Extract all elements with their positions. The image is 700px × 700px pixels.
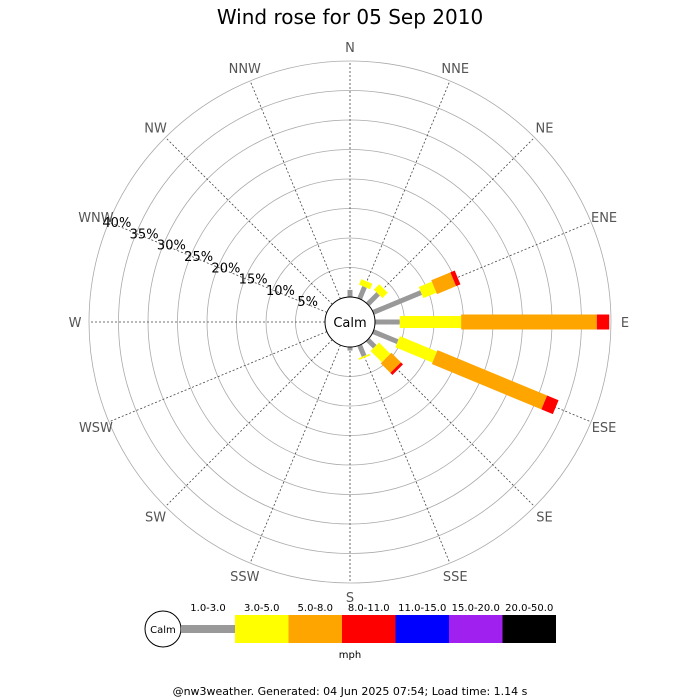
legend-label: 15.0-20.0 <box>452 603 500 614</box>
bar-ene-3.0-5.0 <box>418 281 437 299</box>
bar-ene-1.0-3.0 <box>372 290 423 315</box>
legend-swatch <box>181 625 235 633</box>
direction-label-n: N <box>345 41 355 56</box>
legend-label: 20.0-50.0 <box>505 603 553 614</box>
speed-legend: Calm 1.0-3.0 3.0-5.0 5.0-8.0 8.0-11.0 11.0-1… <box>144 603 556 661</box>
ring-label-25: 25% <box>184 250 213 265</box>
spoke-nw <box>165 137 333 305</box>
bar-ne-1.0-3.0 <box>365 292 380 307</box>
bar-ene-8.0-11.0 <box>450 270 461 287</box>
legend-label: 11.0-15.0 <box>398 603 446 614</box>
spoke-sw <box>165 339 333 507</box>
bar-sse-1.0-3.0 <box>357 344 367 357</box>
calm-circle <box>324 296 376 348</box>
spoke-se <box>367 339 535 507</box>
spoke-ssw <box>249 344 341 564</box>
footer-text: @nw3weather. Generated: 04 Jun 2025 07:5… <box>173 685 528 698</box>
ring-label-35: 35% <box>130 227 159 242</box>
direction-label-se: SE <box>536 510 552 525</box>
direction-label-wsw: WSW <box>79 421 113 436</box>
ring-label-10: 10% <box>266 284 295 299</box>
bar-ese-1.0-3.0 <box>372 329 399 345</box>
legend-swatch <box>449 615 503 643</box>
spoke-ene <box>372 221 592 313</box>
bar-ese-3.0-5.0 <box>395 336 437 363</box>
legend-label: 8.0-11.0 <box>348 603 390 614</box>
spoke-nnw <box>249 80 341 300</box>
bar-se-8.0-11.0 <box>390 362 404 376</box>
spoke-wnw <box>108 221 328 313</box>
direction-label-nnw: NNW <box>229 62 261 77</box>
ring-label-40: 40% <box>102 216 131 231</box>
ring-label-15: 15% <box>239 273 268 288</box>
legend-swatch <box>288 615 342 643</box>
chart-title: Wind rose for 05 Sep 2010 <box>217 5 483 29</box>
legend-unit: mph <box>339 650 361 661</box>
legend-swatch <box>342 615 396 643</box>
bar-nne-1.0-3.0 <box>357 285 367 300</box>
bar-ne-3.0-5.0 <box>373 284 388 299</box>
legend-label: 5.0-8.0 <box>298 603 333 614</box>
calm-label: Calm <box>333 316 366 331</box>
bar-ese-5.0-8.0 <box>431 350 548 410</box>
spoke-ne <box>367 137 535 305</box>
bar-ese-8.0-11.0 <box>541 395 559 415</box>
legend-swatch <box>395 615 449 643</box>
wind-bars <box>347 270 610 415</box>
spoke-nne <box>359 80 451 300</box>
calm-center: Calm <box>324 296 376 348</box>
ring-label-30: 30% <box>157 239 186 254</box>
ring-labels: 5%10%15%20%25%30%35%40% <box>102 216 318 310</box>
legend-calm-label: Calm <box>150 625 176 636</box>
bar-se-1.0-3.0 <box>365 337 377 349</box>
ring-label-5: 5% <box>297 295 318 310</box>
direction-label-nne: NNE <box>441 62 469 77</box>
bar-nne-3.0-5.0 <box>358 279 373 290</box>
direction-label-nw: NW <box>144 122 167 137</box>
bar-sse-3.0-5.0 <box>358 353 371 360</box>
legend-label: 1.0-3.0 <box>190 603 225 614</box>
legend-swatch <box>235 615 289 643</box>
direction-label-wnw: WNW <box>78 211 114 226</box>
direction-label-sse: SSE <box>443 570 468 585</box>
direction-label-s: S <box>346 591 354 606</box>
direction-labels: N NNE NE ENE E ESE SE SSE S SSW SW WSW W WNW NW NNW <box>69 41 630 606</box>
direction-label-e: E <box>621 316 629 331</box>
bar-se-3.0-5.0 <box>370 342 391 363</box>
bar-se-5.0-8.0 <box>380 352 401 373</box>
bar-ene-5.0-8.0 <box>431 272 457 295</box>
legend-label: 3.0-5.0 <box>244 603 279 614</box>
spoke-sse <box>359 344 451 564</box>
spoke-wsw <box>108 331 328 423</box>
grid-ring <box>88 60 612 584</box>
ring-label-20: 20% <box>211 261 240 276</box>
direction-label-ssw: SSW <box>230 570 260 585</box>
direction-label-ne: NE <box>535 122 553 137</box>
legend-swatch <box>502 615 556 643</box>
direction-label-ese: ESE <box>592 421 617 436</box>
direction-label-w: W <box>69 316 82 331</box>
direction-label-sw: SW <box>145 510 166 525</box>
direction-label-ene: ENE <box>591 211 617 226</box>
